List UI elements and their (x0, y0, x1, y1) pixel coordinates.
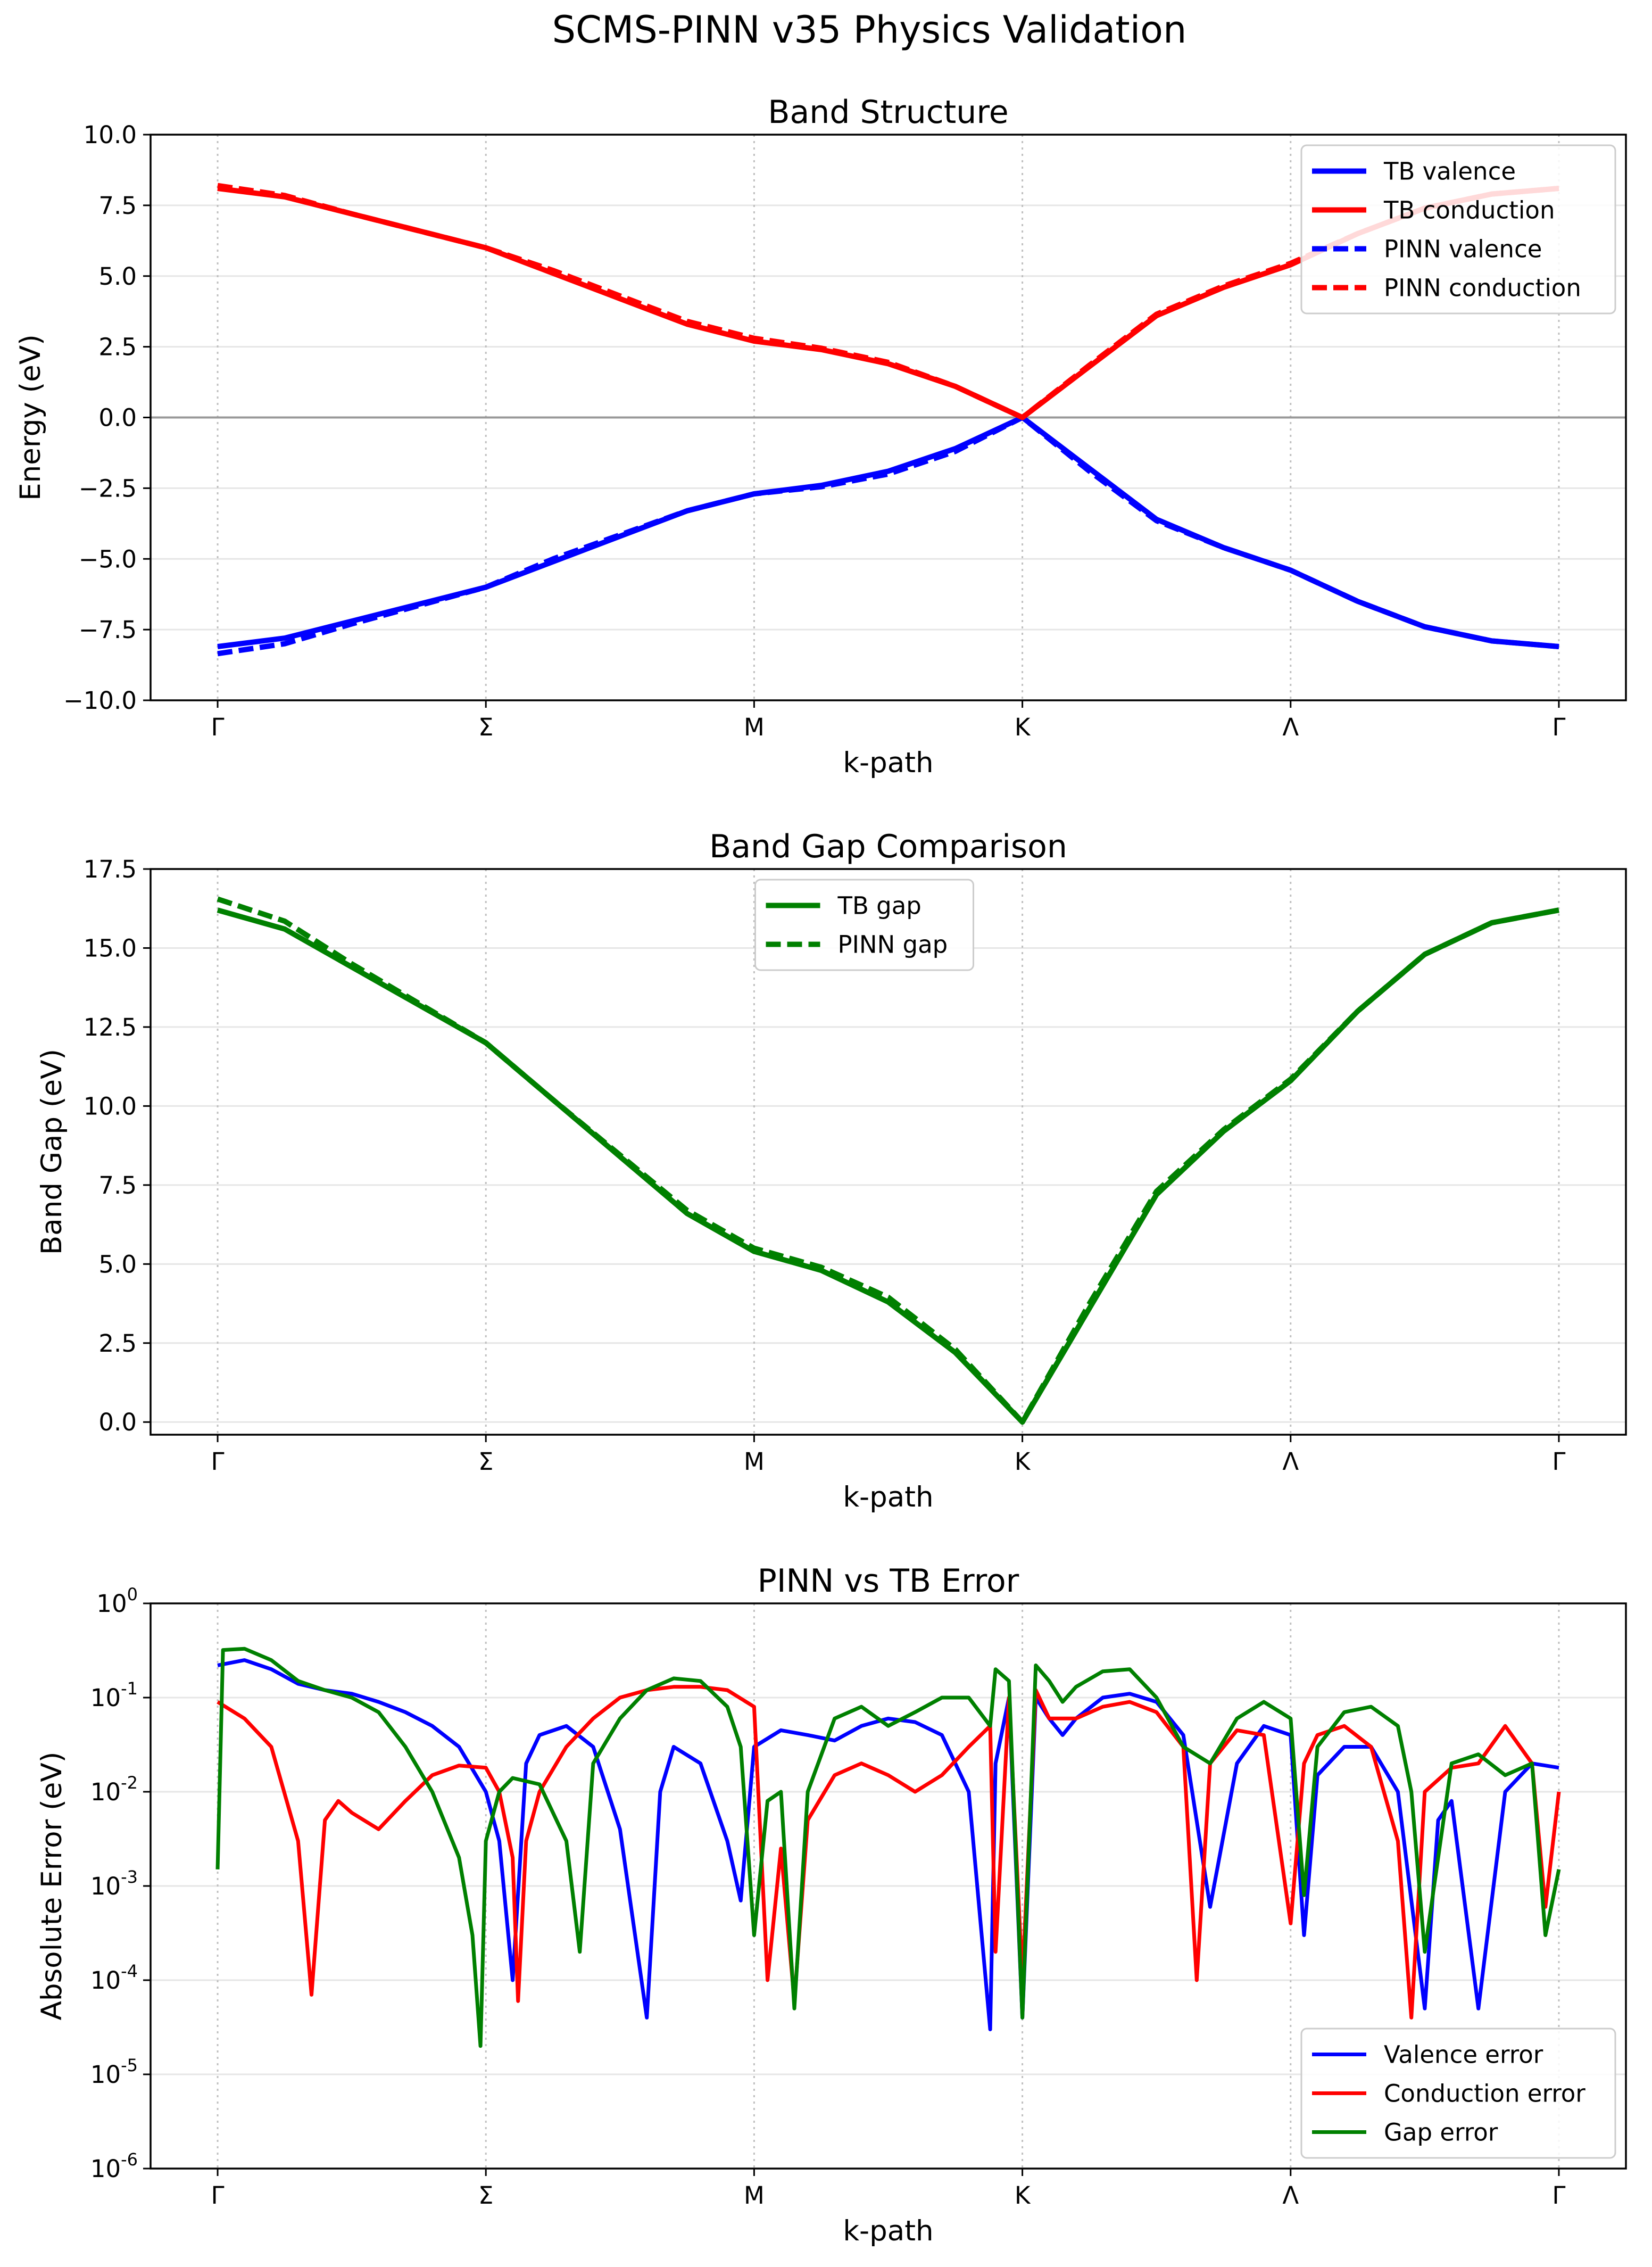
y-tick-label: 10-1 (90, 1678, 138, 1712)
legend: TB valence TB conduction PINN valence PINN … (1300, 144, 1616, 315)
chart-panel-3: Γ Σ M K Λ Γ 100 10-1 10-2 10-3 10-4 10-5 10-6 PINN vs… (36, 1562, 1627, 2247)
y-tick-label: −5.0 (79, 545, 137, 573)
series-line-pinn-valence (217, 415, 1559, 657)
legend-label: PINN conduction (1384, 274, 1581, 302)
legend-label: Valence error (1384, 2041, 1543, 2069)
y-tick-label: 5.0 (98, 1250, 137, 1278)
chart-panel-2: Γ Σ M K Λ Γ 0.0 2.5 5.0 7.5 10.0 12.5 15.0 17.5 Band G… (36, 828, 1627, 1513)
y-tick-label: 2.5 (98, 1329, 137, 1358)
y-tick-label: 10-5 (90, 2055, 138, 2089)
series-line-conduction-error (217, 1685, 1561, 2020)
chart-title: Band Structure (768, 94, 1008, 131)
x-tick-label: M (744, 2181, 765, 2210)
y-tick-label: 5.0 (98, 262, 137, 291)
legend-box (1300, 144, 1616, 315)
x-tick-label: Σ (478, 713, 493, 741)
chart-title: Band Gap Comparison (709, 828, 1067, 865)
x-axis-label: k-path (843, 1481, 933, 1513)
figure-title: SCMS-PINN v35 Physics Validation (552, 8, 1187, 52)
y-tick-label: 10-6 (90, 2149, 138, 2183)
legend-label: PINN valence (1384, 235, 1542, 263)
x-tick-label: Γ (1552, 713, 1565, 741)
y-tick-label: 10-2 (90, 1773, 138, 1806)
x-tick-label: Γ (211, 1447, 225, 1476)
x-tick-label: Γ (1552, 2181, 1565, 2210)
legend-box (754, 879, 974, 971)
x-tick-label: Γ (211, 2181, 225, 2210)
series-line-tb-valence (217, 415, 1559, 649)
y-tick-label: 10.0 (84, 121, 137, 149)
x-tick-label: K (1015, 1447, 1031, 1476)
y-tick-label: 10.0 (84, 1092, 137, 1120)
y-axis-label: Band Gap (eV) (36, 1049, 68, 1255)
x-tick-label: Σ (478, 2181, 493, 2210)
y-tick-label: 12.5 (84, 1013, 137, 1041)
y-tick-label: −7.5 (79, 616, 137, 644)
x-tick-label: Λ (1282, 2181, 1299, 2210)
series-line-valence-error (217, 1658, 1559, 2031)
legend-label: TB valence (1383, 158, 1516, 186)
chart-panel-1: Γ Σ M K Λ Γ −10.0 −7.5 −5.0 −2.5 0.0 2.5 5.0 7.5 10.0 B… (14, 94, 1627, 779)
y-tick-label: 7.5 (98, 192, 137, 220)
y-axis-label: Absolute Error (eV) (36, 1752, 68, 2021)
x-tick-label: M (744, 713, 765, 741)
legend-label: TB gap (837, 892, 922, 920)
y-tick-label: 17.5 (84, 855, 137, 883)
x-tick-label: Λ (1282, 713, 1299, 741)
legend-label: Conduction error (1384, 2080, 1585, 2108)
legend-label: TB conduction (1383, 196, 1555, 225)
x-tick-label: K (1015, 2181, 1031, 2210)
y-tick-label: 2.5 (98, 333, 137, 361)
x-tick-label: Γ (1552, 1447, 1565, 1476)
y-tick-label: 10-3 (90, 1867, 138, 1900)
legend-label: Gap error (1384, 2119, 1498, 2147)
y-axis-label: Energy (eV) (14, 334, 47, 501)
y-tick-label: 7.5 (98, 1171, 137, 1199)
legend-box (1300, 2028, 1616, 2159)
legend-label: PINN gap (838, 931, 948, 959)
y-tick-label: 10-4 (90, 1961, 138, 1995)
series-line-tb-gap (217, 907, 1559, 1425)
y-tick-label: 0.0 (98, 1408, 137, 1436)
chart-title: PINN vs TB Error (758, 1562, 1019, 1600)
legend: TB gap PINN gap (754, 879, 974, 971)
x-tick-label: M (744, 1447, 765, 1476)
x-axis-label: k-path (843, 747, 933, 779)
x-tick-label: Γ (211, 713, 225, 741)
x-tick-label: Σ (478, 1447, 493, 1476)
x-tick-label: K (1015, 713, 1031, 741)
series-line-gap-error (215, 1647, 1561, 2048)
y-tick-label: 15.0 (84, 934, 137, 962)
legend: Valence error Conduction error Gap error (1300, 2028, 1616, 2159)
y-tick-label: −10.0 (63, 686, 137, 715)
y-tick-label: 0.0 (98, 404, 137, 432)
x-tick-label: Λ (1282, 1447, 1299, 1476)
axes-frame (150, 868, 1627, 1436)
x-axis-label: k-path (843, 2215, 933, 2247)
y-tick-label: 100 (96, 1584, 138, 1618)
series-line-pinn-gap (217, 896, 1559, 1425)
y-tick-label: −2.5 (79, 474, 137, 502)
